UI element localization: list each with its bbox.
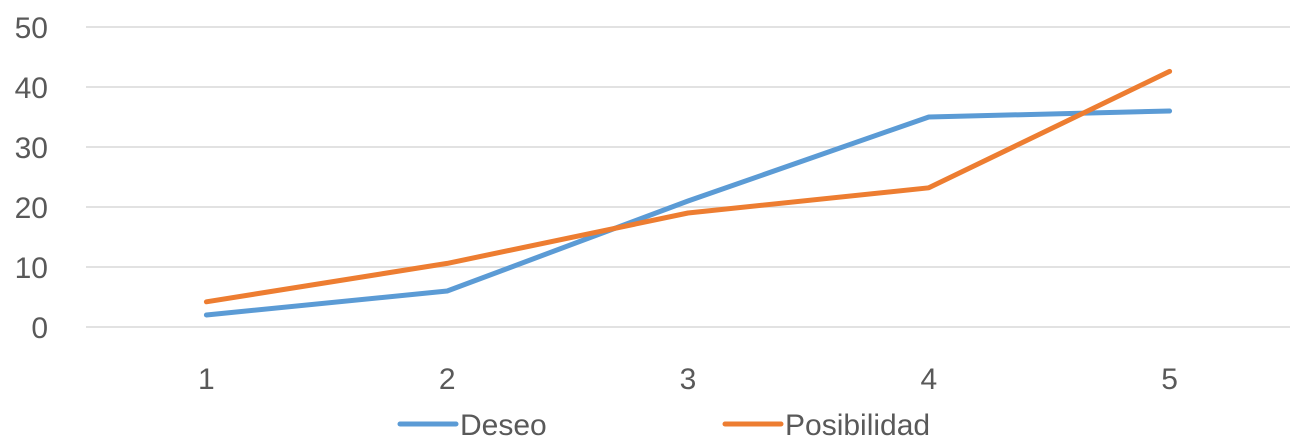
y-tick-label: 40 bbox=[15, 72, 48, 105]
y-tick-label: 0 bbox=[31, 312, 48, 345]
y-axis-tick-labels: 0 10 20 30 40 50 bbox=[15, 12, 48, 345]
legend: Deseo Posibilidad bbox=[397, 409, 930, 437]
y-tick-label: 20 bbox=[15, 192, 48, 225]
legend-label-posibilidad: Posibilidad bbox=[785, 409, 930, 437]
x-tick-label: 4 bbox=[920, 363, 937, 396]
x-tick-label: 2 bbox=[439, 363, 456, 396]
x-axis-tick-labels: 1 2 3 4 5 bbox=[198, 363, 1178, 396]
series-line-deseo bbox=[203, 108, 1173, 318]
y-tick-label: 50 bbox=[15, 12, 48, 45]
x-tick-label: 5 bbox=[1161, 363, 1178, 396]
series-lines bbox=[203, 68, 1173, 318]
legend-label-deseo: Deseo bbox=[460, 409, 547, 437]
y-tick-label: 10 bbox=[15, 252, 48, 285]
series-line-posibilidad bbox=[203, 68, 1173, 305]
x-tick-label: 3 bbox=[680, 363, 697, 396]
y-tick-label: 30 bbox=[15, 132, 48, 165]
x-tick-label: 1 bbox=[198, 363, 215, 396]
gridlines bbox=[86, 26, 1290, 328]
